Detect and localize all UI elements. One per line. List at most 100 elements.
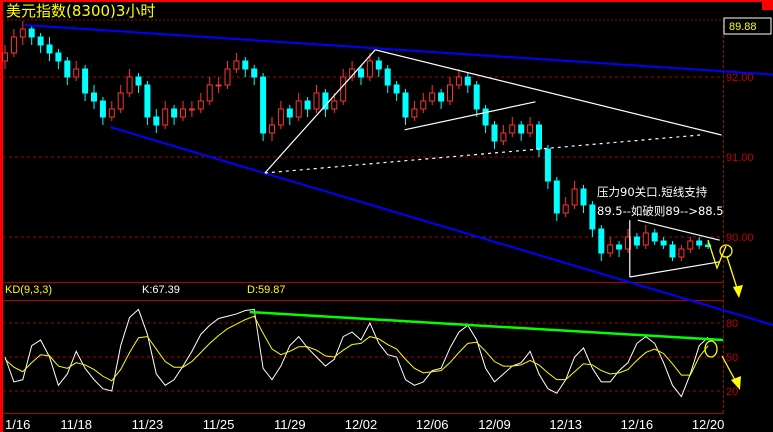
kd-forecast-arrow-line xyxy=(721,355,736,381)
kd-forecast-circle xyxy=(704,340,718,358)
candle-up xyxy=(215,84,222,87)
kd-tick-label: 50 xyxy=(726,352,738,364)
date-tick-label: 11/23 xyxy=(132,417,164,432)
candle-down xyxy=(518,124,525,134)
white-trendline xyxy=(264,49,376,174)
arrow-head-icon xyxy=(731,376,741,390)
candle-down xyxy=(536,124,542,150)
date-tick-label: 11/25 xyxy=(203,417,235,432)
candle-down xyxy=(153,116,160,126)
candle-up xyxy=(126,76,133,94)
candle-down xyxy=(589,204,596,230)
date-tick-label: 11/29 xyxy=(274,417,306,432)
price-tick-label: 91.00 xyxy=(726,152,754,164)
corner-marker xyxy=(762,0,773,10)
candle-down xyxy=(544,148,551,182)
candle-up xyxy=(269,124,275,134)
date-tick-label: 12/13 xyxy=(549,417,582,432)
price-tick-label: 92.00 xyxy=(726,72,754,84)
candle-down xyxy=(55,52,62,62)
candle-up xyxy=(500,132,507,142)
blue-trendline xyxy=(24,24,773,76)
candle-down xyxy=(99,100,106,118)
white-trendline xyxy=(375,49,722,136)
kd-line-d xyxy=(4,315,709,382)
candle-down xyxy=(616,244,623,250)
candle-up xyxy=(527,124,534,134)
kd-line-k xyxy=(4,308,709,398)
date-tick-label: 12/02 xyxy=(345,417,378,432)
date-tick-label: 12/20 xyxy=(692,417,725,432)
kd-tick-label: 80 xyxy=(726,318,738,330)
candle-down xyxy=(260,76,267,134)
candle-up xyxy=(295,100,302,118)
left-border xyxy=(0,0,3,432)
kd-indicator-label[interactable]: KD(9,3,3) xyxy=(5,284,53,296)
candle-down xyxy=(64,60,71,78)
candle-up xyxy=(571,188,578,206)
blue-trendline xyxy=(109,126,773,326)
candle-down xyxy=(28,28,35,38)
candle-down xyxy=(633,236,640,246)
d-value: D:59.87 xyxy=(247,284,286,296)
candle-down xyxy=(651,232,658,242)
arrow-head-icon xyxy=(733,285,743,298)
green-trendline xyxy=(249,310,724,342)
candle-down xyxy=(491,124,498,142)
grid-lines xyxy=(3,76,723,392)
forecast-circle xyxy=(719,244,733,258)
forecast-path xyxy=(707,239,727,270)
candle-up xyxy=(678,248,685,258)
candle-up xyxy=(366,60,373,78)
candle-up xyxy=(455,76,462,86)
candle-down xyxy=(251,68,258,78)
white-trendline xyxy=(629,261,720,278)
candle-up xyxy=(642,232,649,246)
candle-down xyxy=(393,84,400,94)
top-border xyxy=(0,0,773,2)
candle-up xyxy=(607,244,614,254)
candle-up xyxy=(562,204,569,214)
candle-up xyxy=(331,100,338,110)
candle-down xyxy=(402,92,409,118)
axis-labels: 92.00 91.00 90.00 80 50 20 89.88 1/16 11/18 11/23… xyxy=(5,17,772,432)
last-price-box xyxy=(723,17,772,35)
candle-up xyxy=(19,28,26,38)
candle-up xyxy=(224,68,231,86)
candle-down xyxy=(669,244,676,258)
kd-series xyxy=(4,308,724,398)
candle-down xyxy=(286,108,293,118)
candle-down xyxy=(322,92,329,110)
candle-down xyxy=(304,100,311,110)
candle-down xyxy=(438,92,445,102)
candle-up xyxy=(73,68,80,78)
candle-up xyxy=(10,36,17,54)
candle-up xyxy=(162,108,169,126)
candle-down xyxy=(660,240,667,246)
candle-down xyxy=(482,108,489,126)
candle-down xyxy=(135,76,142,86)
candle-down xyxy=(384,68,391,86)
white-trendline xyxy=(264,134,701,174)
candle-up xyxy=(188,108,195,111)
candle-down xyxy=(37,36,44,46)
candle-up xyxy=(277,108,284,126)
candle-down xyxy=(696,240,703,246)
candle-down xyxy=(171,108,178,118)
candle-down xyxy=(580,188,587,206)
kd-tick-label: 20 xyxy=(726,386,738,398)
candlestick-series xyxy=(2,21,712,261)
candle-down xyxy=(242,60,249,70)
candle-down xyxy=(553,180,560,214)
candle-down xyxy=(705,244,712,248)
k-value: K:67.39 xyxy=(142,284,180,296)
candle-up xyxy=(411,108,418,118)
annotation-line-2: 89.5--如破则89-->88.5 xyxy=(597,204,724,218)
forecast-arrows xyxy=(704,239,743,390)
candle-up xyxy=(509,124,516,134)
candle-down xyxy=(375,60,382,70)
candle-up xyxy=(2,52,8,62)
candle-up xyxy=(447,84,453,102)
